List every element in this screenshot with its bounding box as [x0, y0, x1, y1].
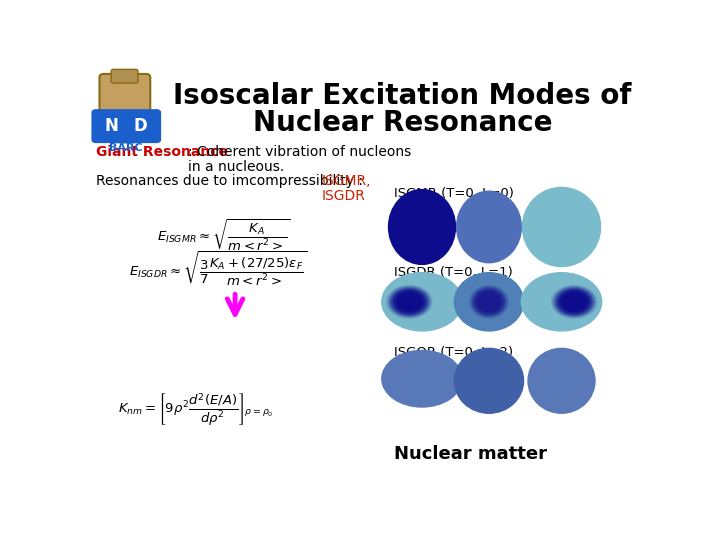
- Ellipse shape: [528, 348, 595, 413]
- Text: ISGQR (T=0, L=2): ISGQR (T=0, L=2): [394, 345, 513, 358]
- Ellipse shape: [572, 300, 576, 303]
- Ellipse shape: [556, 289, 593, 315]
- Ellipse shape: [406, 300, 413, 304]
- Text: ISGMR,: ISGMR,: [322, 174, 371, 188]
- Ellipse shape: [565, 295, 583, 308]
- Ellipse shape: [558, 290, 590, 313]
- Ellipse shape: [474, 289, 505, 315]
- Ellipse shape: [554, 287, 594, 316]
- Text: N: N: [104, 117, 118, 136]
- Ellipse shape: [560, 292, 588, 312]
- Text: : Coherent vibration of nucleons: : Coherent vibration of nucleons: [188, 145, 411, 159]
- Text: in a nucleous.: in a nucleous.: [188, 160, 284, 174]
- Ellipse shape: [561, 292, 588, 311]
- Ellipse shape: [472, 287, 506, 316]
- Ellipse shape: [487, 300, 491, 303]
- Text: ISGDR: ISGDR: [322, 189, 366, 203]
- Ellipse shape: [408, 300, 411, 303]
- Ellipse shape: [476, 291, 502, 313]
- Ellipse shape: [563, 294, 585, 310]
- Ellipse shape: [390, 288, 428, 316]
- Ellipse shape: [382, 350, 462, 407]
- Ellipse shape: [395, 291, 424, 313]
- FancyBboxPatch shape: [99, 74, 150, 118]
- Ellipse shape: [557, 289, 591, 314]
- Ellipse shape: [567, 296, 581, 307]
- Ellipse shape: [478, 292, 500, 311]
- Ellipse shape: [484, 298, 494, 306]
- Ellipse shape: [390, 287, 429, 316]
- Text: $E_{ISGMR} \approx \sqrt{\dfrac{K_A}{m<r^2>}}$: $E_{ISGMR} \approx \sqrt{\dfrac{K_A}{m<r…: [157, 218, 291, 253]
- Text: $E_{ISGDR} \approx \sqrt{\dfrac{3}{7}\dfrac{K_A+(27/25)\varepsilon_F}{m<r^2>}}$: $E_{ISGDR} \approx \sqrt{\dfrac{3}{7}\df…: [129, 249, 307, 288]
- Ellipse shape: [396, 292, 423, 311]
- Ellipse shape: [391, 289, 428, 315]
- Ellipse shape: [402, 296, 416, 307]
- Ellipse shape: [389, 190, 456, 265]
- Ellipse shape: [470, 286, 508, 318]
- Text: Nuclear matter: Nuclear matter: [394, 444, 547, 463]
- Ellipse shape: [488, 301, 490, 302]
- FancyBboxPatch shape: [93, 111, 160, 141]
- Ellipse shape: [479, 293, 500, 310]
- Ellipse shape: [521, 273, 602, 331]
- Ellipse shape: [392, 289, 426, 314]
- Ellipse shape: [482, 296, 496, 308]
- Ellipse shape: [395, 292, 423, 312]
- Ellipse shape: [566, 296, 582, 308]
- Text: Giant Resonance: Giant Resonance: [96, 145, 228, 159]
- Ellipse shape: [564, 294, 584, 309]
- Ellipse shape: [559, 291, 589, 313]
- Ellipse shape: [553, 287, 595, 317]
- Ellipse shape: [523, 187, 600, 266]
- Ellipse shape: [393, 290, 426, 313]
- Ellipse shape: [398, 294, 420, 310]
- Ellipse shape: [454, 273, 523, 331]
- Ellipse shape: [571, 300, 577, 304]
- Ellipse shape: [568, 298, 580, 306]
- Ellipse shape: [485, 298, 493, 306]
- Ellipse shape: [387, 286, 431, 318]
- Text: $K_{nm} = \left[9\rho^2\dfrac{d^2(E/A)}{d\rho^2}\right]_{\rho=\rho_0}$: $K_{nm} = \left[9\rho^2\dfrac{d^2(E/A)}{…: [118, 392, 274, 428]
- Ellipse shape: [382, 273, 462, 331]
- Ellipse shape: [405, 299, 413, 305]
- Ellipse shape: [454, 348, 523, 413]
- Ellipse shape: [474, 289, 504, 314]
- Ellipse shape: [456, 191, 521, 263]
- Ellipse shape: [485, 299, 492, 305]
- Ellipse shape: [480, 294, 498, 310]
- Ellipse shape: [388, 287, 431, 317]
- Ellipse shape: [487, 300, 492, 304]
- Ellipse shape: [480, 294, 498, 309]
- Ellipse shape: [562, 293, 586, 310]
- Ellipse shape: [483, 296, 495, 307]
- Ellipse shape: [475, 290, 503, 313]
- Ellipse shape: [471, 287, 507, 317]
- Ellipse shape: [403, 298, 415, 306]
- Ellipse shape: [555, 288, 593, 316]
- Ellipse shape: [405, 298, 415, 306]
- FancyBboxPatch shape: [111, 69, 138, 83]
- Ellipse shape: [94, 132, 158, 143]
- Ellipse shape: [400, 295, 418, 308]
- Ellipse shape: [397, 293, 421, 310]
- Ellipse shape: [408, 301, 410, 302]
- Text: Resonances due to imcompressibility :: Resonances due to imcompressibility :: [96, 174, 363, 188]
- Text: ISGMR (T=0, L=0): ISGMR (T=0, L=0): [394, 187, 514, 200]
- Text: Nuclear Resonance: Nuclear Resonance: [253, 109, 552, 137]
- Ellipse shape: [569, 298, 579, 306]
- Ellipse shape: [570, 299, 578, 305]
- Text: ISGDR (T=0, L=1): ISGDR (T=0, L=1): [394, 266, 513, 279]
- Text: BARC: BARC: [109, 143, 143, 153]
- Text: D: D: [133, 117, 147, 136]
- Ellipse shape: [401, 296, 418, 308]
- Text: Isoscalar Excitation Modes of: Isoscalar Excitation Modes of: [174, 82, 631, 110]
- Ellipse shape: [472, 288, 505, 316]
- Ellipse shape: [400, 294, 419, 309]
- Ellipse shape: [481, 295, 497, 308]
- Ellipse shape: [477, 292, 501, 312]
- Ellipse shape: [552, 286, 596, 318]
- Ellipse shape: [573, 301, 575, 302]
